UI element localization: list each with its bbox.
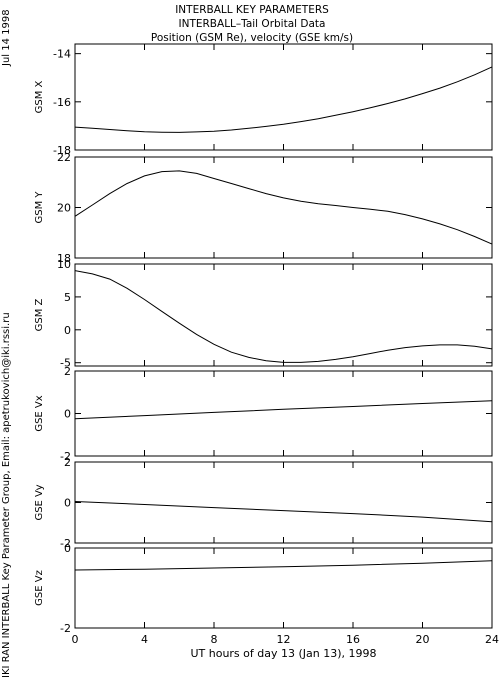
y-axis-label: GSE Vx [34,395,45,431]
y-axis-label: GSM Z [34,298,45,331]
series-line-gse-vx [74,400,493,420]
chart-title-line-1: INTERBALL KEY PARAMETERS [175,4,329,16]
y-tick-label: 5 [64,291,71,304]
y-axis-label: GSE Vz [34,570,45,606]
y-tick-label: 2 [64,456,71,469]
y-tick-label: 0 [64,324,71,337]
series-line-gse-vy [74,501,493,523]
panel-frame [74,43,493,151]
x-tick-label: 4 [141,633,148,646]
y-axis-label: GSM Y [34,191,45,224]
y-tick-label: -2 [60,622,71,635]
panel-frame [74,370,493,457]
y-tick-label: -14 [53,48,71,61]
y-tick-label: 2 [64,365,71,378]
panel-frame [74,156,493,259]
x-axis-label: UT hours of day 13 (Jan 13), 1998 [190,647,376,660]
x-tick-label: 8 [211,633,218,646]
x-tick-label: 0 [72,633,79,646]
y-tick-label: -2 [60,450,71,463]
panel-frame [74,461,493,544]
panel-frame [74,263,493,367]
y-tick-label: -16 [53,96,71,109]
chart-title-line-2: INTERBALL–Tail Orbital Data [178,18,326,30]
y-tick-label: 0 [64,542,71,555]
series-line-gse-vz [74,560,493,571]
y-tick-label: 22 [57,151,71,164]
x-tick-label: 24 [485,633,499,646]
y-tick-label: 20 [57,202,71,215]
series-line-gsm-y [74,170,493,245]
y-tick-label: -18 [53,144,71,157]
y-tick-label: -5 [60,357,71,370]
y-tick-label: 18 [57,252,71,265]
y-tick-label: 10 [57,258,71,271]
x-tick-label: 20 [416,633,430,646]
x-tick-label: 16 [346,633,360,646]
series-line-gsm-z [74,270,493,363]
y-axis-label: GSE Vy [34,484,45,520]
panel-frame [74,547,493,629]
y-tick-label: 0 [64,408,71,421]
y-tick-label: -2 [60,537,71,550]
x-tick-label: 12 [277,633,291,646]
y-axis-label: GSM X [34,80,45,113]
y-tick-label: 0 [64,497,71,510]
chart-title-line-3: Position (GSM Re), velocity (GSE km/s) [150,32,354,44]
series-line-gsm-x [74,66,493,133]
